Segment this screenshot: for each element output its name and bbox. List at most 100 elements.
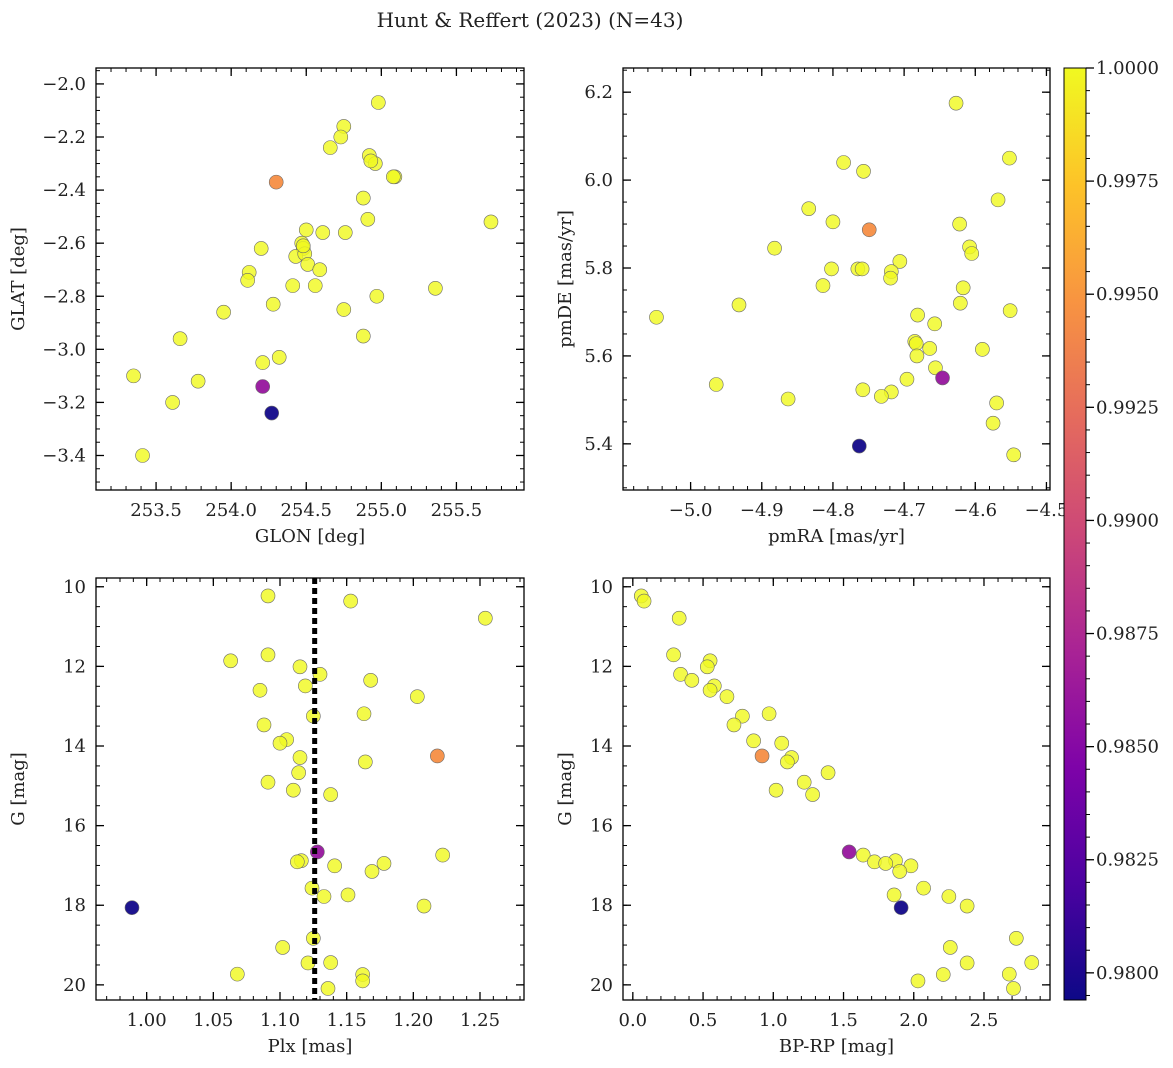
data-point [928, 360, 943, 376]
data-point [358, 754, 373, 770]
x-axis-label: Plx [mas] [268, 1036, 353, 1057]
data-point [333, 129, 349, 145]
data-point [298, 678, 313, 694]
axes-frame [95, 577, 525, 1001]
data-point [985, 415, 1001, 431]
x-tick-label: 1.10 [260, 1010, 300, 1031]
data-point [796, 774, 812, 790]
data-point [430, 748, 445, 764]
data-point [754, 748, 770, 764]
y-axis-label: G [mag] [555, 752, 576, 825]
x-axis-label: GLON [deg] [255, 526, 365, 547]
x-tick-label: 2.5 [970, 1010, 999, 1031]
data-point [165, 395, 180, 410]
y-tick-label: 16 [590, 816, 613, 837]
data-point [856, 164, 871, 179]
scatter-points [633, 588, 1040, 996]
data-point [805, 787, 820, 802]
data-point [878, 856, 893, 871]
galactic-coordinates-panel: 253.5 254.0 254.5 255.0 255.5 −3.4 −3.2 −3.0 −2.… [8, 67, 525, 547]
x-tick-label: 0.0 [619, 1010, 648, 1031]
x-tick-label: 1.0 [759, 1010, 788, 1031]
data-point [953, 295, 968, 311]
data-point [820, 765, 836, 780]
y-tick-label: 6.0 [584, 170, 613, 191]
x-axis-label: BP-RP [mag] [779, 1036, 894, 1057]
data-point [300, 257, 316, 272]
y-tick-label: 12 [63, 656, 86, 677]
data-point [841, 844, 857, 860]
y-axis-label: G [mag] [8, 752, 29, 825]
data-point [355, 973, 370, 989]
colorbar-tick-label: 0.9925 [1096, 397, 1159, 418]
data-point [959, 898, 975, 914]
membership-probability-colorbar: 0.9800 0.9825 0.9850 0.9875 0.9900 0.9925 0.99… [1063, 58, 1159, 1001]
data-point [371, 95, 386, 110]
data-point [708, 377, 724, 392]
data-point [256, 717, 272, 733]
y-tick-label: 6.2 [584, 82, 613, 103]
data-point [386, 169, 401, 185]
x-tick-label: 254.5 [280, 500, 332, 521]
data-point [883, 270, 898, 286]
data-point [253, 241, 269, 256]
y-tick-label: −2.6 [42, 233, 86, 254]
data-point [316, 889, 332, 904]
x-tick-label: 1.00 [127, 1010, 167, 1031]
data-point [260, 588, 276, 604]
data-point [990, 192, 1006, 208]
data-point [1006, 981, 1021, 996]
data-point [699, 659, 715, 675]
y-axis-label: pmDE [mas/yr] [555, 210, 576, 348]
data-point [649, 309, 664, 325]
data-point [376, 856, 392, 871]
proper-motion-panel: −5.0 −4.9 −4.8 −4.7 −4.6 −4.5 5.4 5.6 5.8 6.0 6.2 p… [555, 67, 1069, 547]
colorbar-tick-label: 0.9825 [1096, 850, 1159, 871]
colorbar-tick-label: 0.9900 [1096, 510, 1159, 531]
data-point [761, 706, 777, 722]
colorbar-gradient [1063, 67, 1087, 1001]
x-tick-label: −4.6 [953, 500, 997, 521]
data-point [935, 967, 951, 982]
data-point [899, 371, 915, 387]
data-point [315, 225, 331, 240]
data-point [959, 955, 975, 971]
y-tick-label: 20 [63, 975, 86, 996]
y-tick-label: 14 [63, 736, 86, 757]
data-point [1002, 150, 1017, 166]
data-point [746, 733, 761, 749]
data-point [815, 278, 831, 293]
y-tick-label: −2.2 [42, 127, 86, 148]
x-tick-label: −5.0 [669, 500, 713, 521]
data-point [780, 754, 795, 770]
data-point [952, 216, 967, 232]
data-point [172, 331, 188, 347]
x-tick-label: 255.0 [356, 500, 408, 521]
x-tick-label: −4.9 [740, 500, 784, 521]
data-point [824, 261, 839, 277]
y-tick-label: −2.4 [42, 180, 86, 201]
scatter-points [126, 95, 499, 463]
color-magnitude-panel: 0.0 0.5 1.0 1.5 2.0 2.5 10 12 14 16 18 20 BP-RP [mag… [555, 577, 1051, 1057]
colorbar-tick-label: 0.9975 [1096, 171, 1159, 192]
data-point [322, 140, 338, 155]
data-point [673, 667, 688, 682]
data-point [935, 370, 950, 386]
data-point [780, 391, 796, 407]
data-point [291, 765, 306, 780]
y-tick-label: 14 [590, 736, 613, 757]
axes-frame [95, 67, 525, 491]
data-point [861, 222, 877, 238]
data-point [908, 336, 924, 351]
y-tick-label: 20 [590, 975, 613, 996]
data-point [360, 211, 376, 227]
data-point [719, 689, 735, 704]
data-point [260, 647, 276, 663]
x-tick-label: −4.5 [1025, 500, 1069, 521]
data-point [240, 273, 255, 288]
data-point [216, 304, 231, 320]
data-point [363, 673, 378, 688]
data-point [265, 296, 281, 312]
axes-frame [622, 67, 1051, 491]
x-tick-label: 254.0 [205, 500, 257, 521]
